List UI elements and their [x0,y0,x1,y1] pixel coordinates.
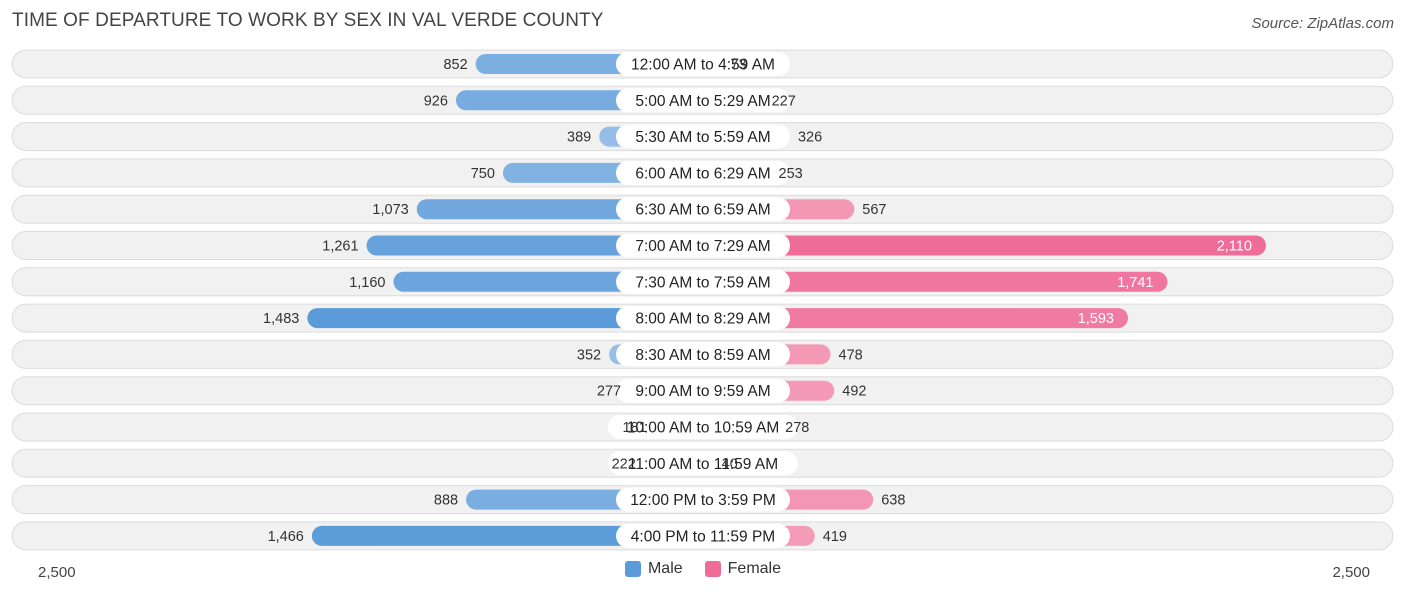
row-4-00-pm-to-11-59-pm: 4:00 PM to 11:59 PM 1,466 419 [11,521,1394,551]
male-value-label: 1,483 [263,311,299,327]
legend-swatch-male [624,561,641,577]
category-label-box [616,487,790,512]
female-bar [693,308,1129,329]
female-value-label: 419 [823,529,847,545]
category-label: 12:00 PM to 3:59 PM [630,492,776,509]
male-value-label: 926 [424,93,448,109]
legend-label-male: Male [647,560,683,577]
male-value-label: 1,073 [372,202,408,218]
male-value-label: 1,466 [268,529,304,545]
legend-item-male[interactable]: Male [624,560,683,578]
legend-swatch-female [704,561,721,577]
female-value-label: 278 [785,420,809,436]
category-label: 5:30 AM to 5:59 AM [635,129,770,146]
row-6-00-am-to-6-29-am: 6:00 AM to 6:29 AM 750 253 [11,158,1394,188]
category-label-box [616,378,790,403]
male-bar [307,308,713,329]
female-value-label: 40 [722,456,738,472]
row-9-00-am-to-9-59-am: 9:00 AM to 9:59 AM 277 492 [11,376,1394,406]
axis-label-right: 2,500 [1332,564,1370,581]
male-value-label: 352 [577,347,601,363]
category-label: 10:00 AM to 10:59 AM [627,420,780,437]
category-label-box [616,523,790,548]
female-value-label: 73 [730,57,746,73]
category-label-box [616,306,790,331]
category-label: 6:30 AM to 6:59 AM [635,202,770,219]
category-label-box [608,451,798,476]
female-value-label: 492 [842,384,866,400]
category-label: 6:00 AM to 6:29 AM [635,165,770,182]
female-value-label: 227 [772,93,796,109]
female-bar [693,271,1168,292]
female-value-label: 2,110 [1217,239,1252,255]
female-value-label: 478 [839,347,863,363]
male-value-label: 888 [434,493,458,509]
category-label: 9:00 AM to 9:59 AM [635,383,770,400]
category-label: 12:00 AM to 4:59 AM [631,57,775,74]
male-value-label: 389 [567,130,591,146]
male-value-label: 1,261 [322,239,358,255]
category-label-box [616,269,790,294]
category-label: 7:00 AM to 7:29 AM [635,238,770,255]
female-value-label: 253 [779,166,803,182]
category-label: 11:00 AM to 11:59 AM [628,456,778,473]
female-value-label: 1,593 [1078,311,1114,327]
legend: Male Female [0,560,1406,578]
category-label-box [616,88,790,113]
row-8-30-am-to-8-59-am: 8:30 AM to 8:59 AM 352 478 [11,339,1394,369]
male-value-label: 181 [623,420,647,436]
female-value-label: 638 [881,493,905,509]
category-label-box [616,160,790,185]
category-label: 8:00 AM to 8:29 AM [635,311,770,328]
category-label: 8:30 AM to 8:59 AM [635,347,770,364]
category-label-box [616,124,790,149]
male-value-label: 277 [597,384,621,400]
category-label-box [616,233,790,258]
category-label-box [608,415,798,439]
legend-item-female[interactable]: Female [704,560,782,578]
female-value-label: 567 [862,202,886,218]
category-label: 7:30 AM to 7:59 AM [635,274,770,291]
row-7-00-am-to-7-29-am: 7:00 AM to 7:29 AM 1,261 2,110 [11,231,1394,260]
row-6-30-am-to-6-59-am: 6:30 AM to 6:59 AM 1,073 567 [11,194,1394,224]
row-12-00-pm-to-3-59-pm: 12:00 PM to 3:59 PM 888 638 [11,485,1394,515]
male-value-label: 1,160 [349,275,385,291]
axis-label-left: 2,500 [38,564,76,581]
male-value-label: 222 [612,456,636,472]
category-label: 4:00 PM to 11:59 PM [631,528,775,545]
female-value-label: 326 [798,130,822,146]
category-label-box [616,342,790,367]
female-value-label: 1,741 [1117,275,1153,291]
chart-title: TIME OF DEPARTURE TO WORK BY SEX IN VAL … [12,10,604,31]
male-bar [311,525,713,546]
row-5-30-am-to-5-59-am: 5:30 AM to 5:59 AM 389 326 [11,122,1394,152]
category-label: 5:00 AM to 5:29 AM [635,93,770,110]
legend-label-female: Female [727,560,782,577]
male-value-label: 852 [443,57,467,73]
source-note: Source: ZipAtlas.com [1251,15,1394,32]
row-8-00-am-to-8-29-am: 8:00 AM to 8:29 AM 1,483 1,593 [11,303,1394,333]
male-value-label: 750 [471,166,495,182]
female-bar [693,235,1266,256]
row-7-30-am-to-7-59-am: 7:30 AM to 7:59 AM 1,160 1,741 [11,267,1394,297]
category-label-box [616,197,790,222]
row-5-00-am-to-5-29-am: 5:00 AM to 5:29 AM 926 227 [11,85,1394,115]
category-label-box [616,52,790,76]
row-12-00-am-to-4-59-am: 12:00 AM to 4:59 AM 852 73 [11,49,1394,79]
